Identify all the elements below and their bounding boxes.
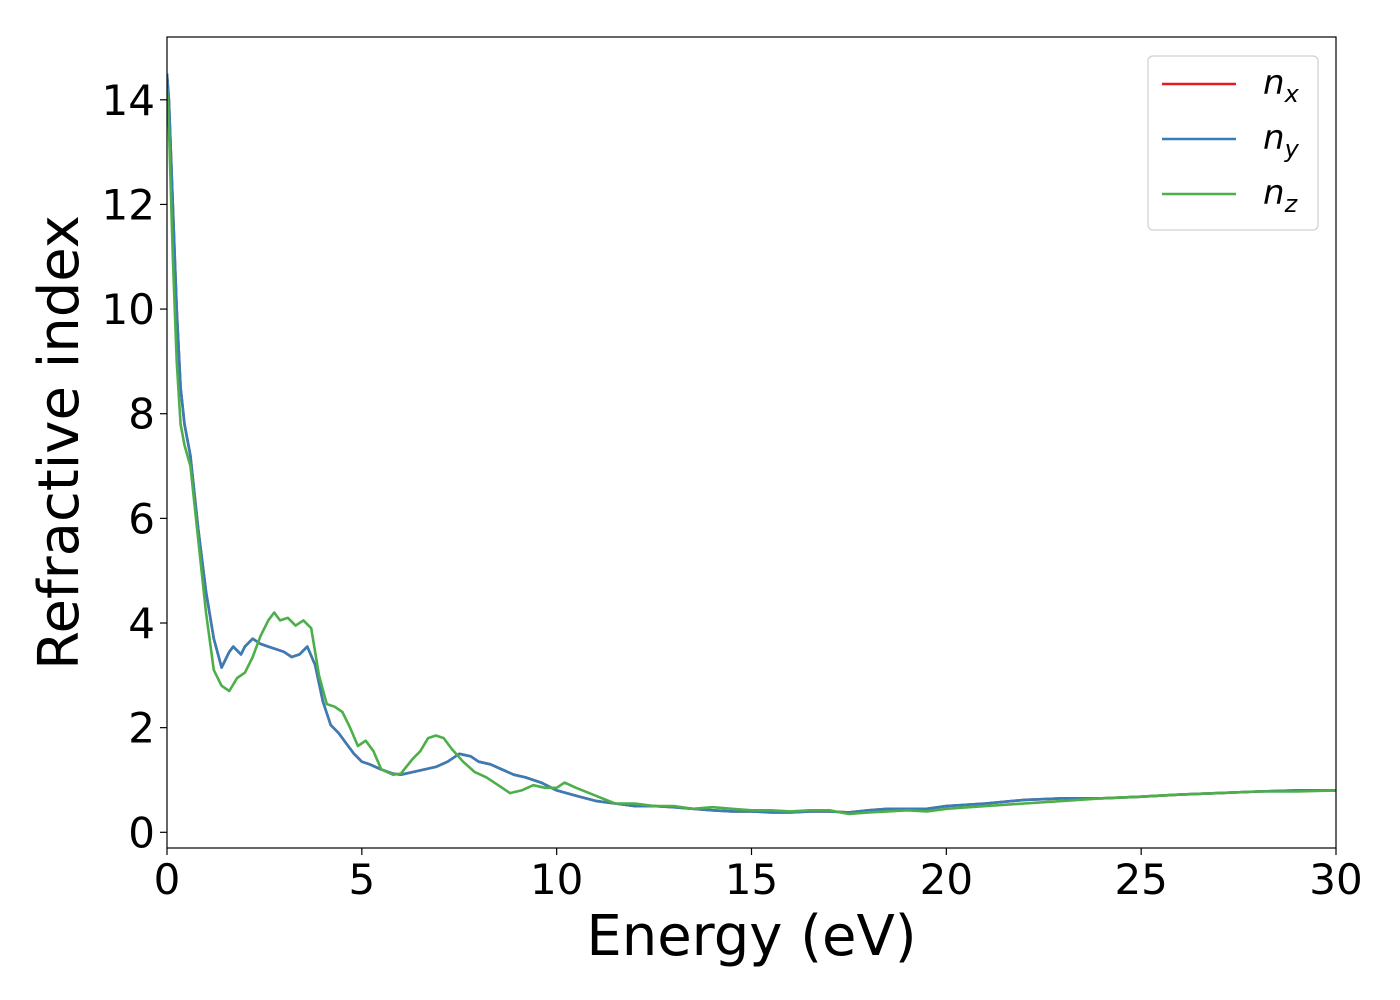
x-tick-label: 20 [920,855,973,904]
x-axis: 0 5 10 15 20 25 30 [154,848,1363,904]
y-axis: 0 2 4 6 8 10 12 14 [102,76,167,857]
x-tick-label: 0 [154,855,181,904]
legend-label-nz: nz [1263,173,1299,218]
legend: nx ny nz [1147,55,1319,231]
legend-box [1147,55,1319,231]
x-axis-title: Energy (eV) [586,904,916,969]
y-tick-label: 6 [128,494,155,543]
y-tick-label: 14 [102,76,155,125]
series-line-nz [167,89,1336,816]
y-axis-title: Refractive index [27,215,92,670]
x-tick-label: 10 [530,855,583,904]
x-tick-label: 30 [1309,855,1362,904]
y-tick-label: 10 [102,285,155,334]
plot-lines [167,73,1336,816]
x-tick-label: 25 [1114,855,1167,904]
y-tick-label: 2 [128,704,155,753]
y-tick-label: 4 [128,599,155,648]
x-tick-label: 15 [725,855,778,904]
y-tick-label: 0 [128,808,155,857]
y-tick-label: 12 [102,180,155,229]
legend-label-nx: nx [1263,63,1300,108]
x-tick-label: 5 [348,855,375,904]
y-tick-label: 8 [128,390,155,439]
legend-label-ny: ny [1263,118,1300,163]
series-line-ny [167,73,1336,814]
